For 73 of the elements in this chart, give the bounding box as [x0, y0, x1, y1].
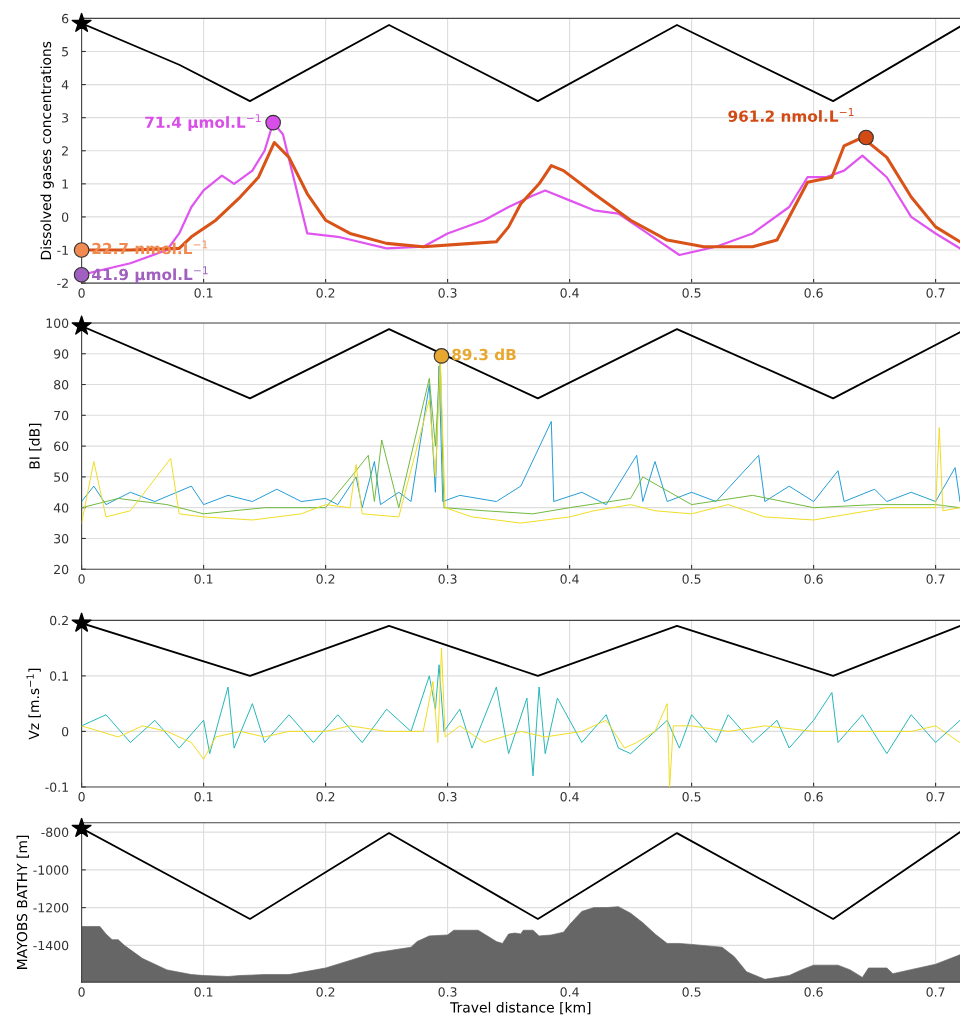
x-tick-label: 0.4	[560, 574, 579, 584]
y-tick-label: 40	[53, 503, 69, 513]
x-tick-label: 0	[78, 288, 85, 298]
x-tick-label: 0.1	[194, 987, 213, 997]
x-tick-label: 0.2	[316, 987, 335, 997]
x-tick-label: 0.4	[560, 288, 579, 298]
y-tick-label: -0.1	[45, 782, 68, 792]
x-tick-label: 0.2	[316, 288, 335, 298]
y-tick-label: 0.2	[50, 615, 68, 626]
point	[265, 114, 281, 131]
y-tick-label: 6	[62, 13, 69, 24]
data-label: 41.9 μmol.L$^{−1}$	[92, 266, 208, 284]
y-tick-label: 30	[54, 533, 69, 544]
y-tick-label: -1	[57, 245, 68, 255]
x-tick-label: 0.5	[682, 574, 701, 584]
x-tick-label: 0.1	[194, 288, 213, 298]
y-tick-label: 5	[62, 47, 69, 57]
line-series	[81, 664, 960, 777]
y-tick-label: -1400	[33, 940, 69, 951]
x-tick-label: 0.3	[438, 792, 457, 802]
x-axis-title: Travel distance [km]	[450, 1001, 591, 1015]
point	[73, 266, 90, 283]
y-tick-label: -2	[57, 278, 68, 288]
y-tick-label: 0	[61, 726, 69, 737]
y-tick-label: 2	[62, 146, 68, 156]
x-tick-label: 0.6	[804, 792, 823, 802]
x-tick-label: 0.7	[926, 792, 945, 802]
y-tick-label: 60	[54, 441, 69, 452]
x-tick-label: 0.2	[316, 792, 335, 802]
data-label: 89.3 dB	[452, 348, 516, 361]
y-tick-label: -800	[41, 827, 69, 838]
y-tick-label: 0	[61, 212, 69, 222]
x-tick-label: 0.7	[926, 574, 945, 584]
x-tick-label: 0.5	[682, 987, 701, 997]
y-axis-title: Dissolved gases concentrations	[40, 41, 54, 260]
y-tick-label: 70	[54, 410, 69, 421]
y-tick-label: 90	[53, 349, 69, 359]
data-label: 71.4 μmol.L$^{−1}$	[145, 114, 261, 131]
x-tick-label: 0.5	[682, 792, 701, 802]
x-tick-label: 0.2	[316, 574, 335, 584]
y-tick-label: 1	[62, 179, 68, 189]
data-label: 961.2 nmol.L$^{−1}$	[728, 108, 854, 122]
x-tick-label: 0.3	[438, 288, 457, 298]
x-tick-label: 0.1	[194, 792, 213, 802]
x-tick-label: 0.3	[438, 574, 457, 584]
x-tick-label: 0.6	[804, 987, 823, 997]
y-tick-label: 4	[61, 80, 69, 90]
x-tick-label: 0.1	[194, 574, 213, 584]
y-axis-title: BI [dB]	[29, 423, 42, 469]
x-tick-label: 0.7	[926, 288, 945, 298]
y-axis-title: MAYOBS BATHY [m]	[16, 835, 29, 969]
x-tick-label: 0.7	[926, 987, 945, 997]
x-tick-label: 0.3	[438, 987, 457, 997]
x-tick-label: 0.6	[804, 288, 823, 298]
y-tick-label: 0.1	[50, 671, 68, 681]
x-tick-label: 0	[78, 792, 85, 802]
y-tick-label: 80	[54, 380, 69, 390]
x-tick-label: 0	[78, 574, 85, 584]
x-tick-label: 0.5	[682, 288, 701, 298]
y-tick-label: -1200	[33, 903, 69, 913]
x-tick-label: 0.4	[560, 792, 579, 802]
x-tick-label: 0.6	[804, 574, 823, 584]
point	[858, 129, 874, 146]
y-tick-label: 3	[62, 113, 69, 123]
point	[73, 242, 90, 258]
y-tick-label: -1000	[33, 865, 69, 875]
x-tick-label: 0.4	[560, 987, 579, 997]
y-tick-label: 50	[54, 472, 69, 482]
y-axis-title: Vz [m.s$^{−1}$]	[26, 668, 41, 740]
x-tick-label: 0	[78, 987, 85, 997]
y-tick-label: 20	[54, 564, 69, 575]
y-tick-label: 100	[46, 318, 69, 328]
point	[71, 12, 92, 32]
